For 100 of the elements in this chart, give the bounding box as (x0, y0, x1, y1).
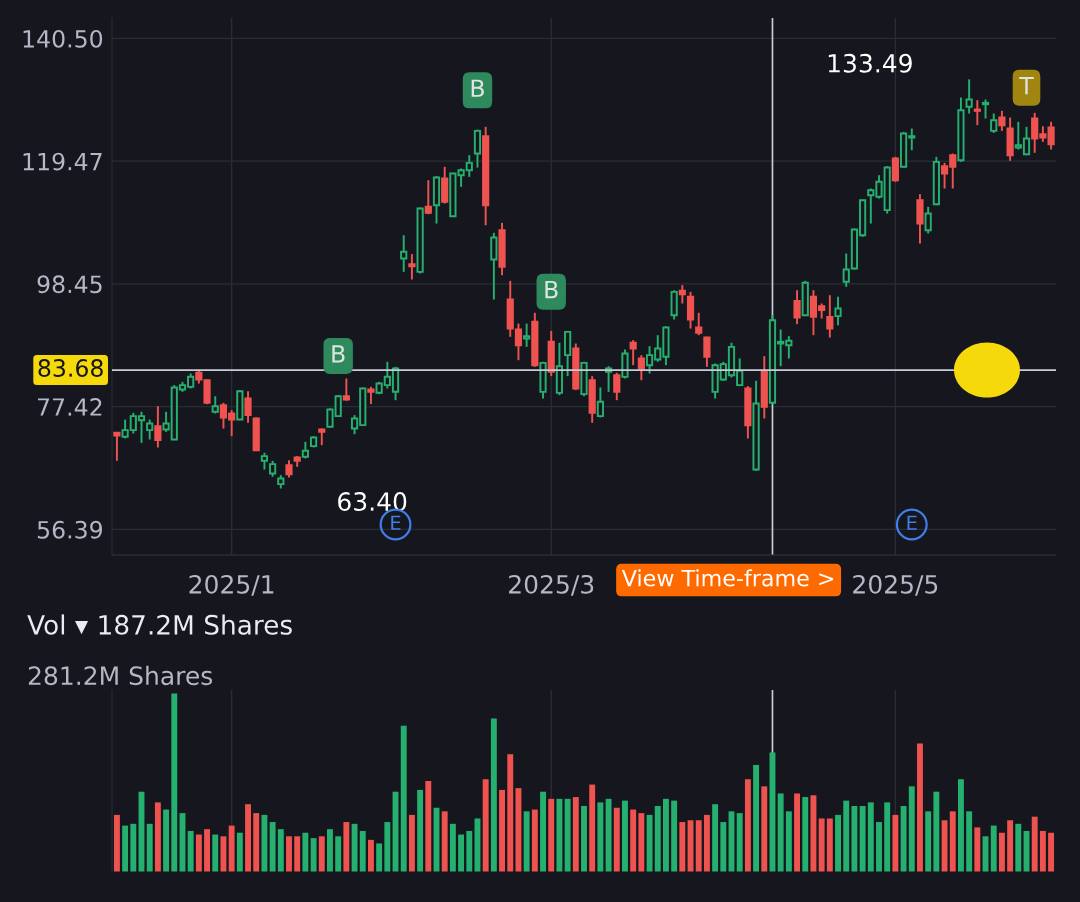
candlestick (981, 98, 990, 120)
chart-title: Vol ▾ 187.2M Shares (27, 614, 292, 635)
candlestick (113, 431, 121, 462)
bar (810, 795, 817, 872)
y-tick-label: 140.50 (23, 29, 103, 48)
bar (933, 791, 940, 872)
bar (851, 805, 858, 872)
bar (318, 836, 325, 872)
bar (482, 779, 489, 872)
bar (548, 798, 555, 872)
bar (622, 800, 628, 872)
bar (835, 814, 841, 872)
bar (367, 839, 374, 872)
bar (826, 818, 833, 872)
candlestick (990, 112, 998, 134)
bar (679, 822, 686, 872)
bar (1031, 816, 1038, 872)
candlestick (924, 205, 932, 235)
x-tick-label: 2025/5 (853, 574, 938, 596)
annotation: B (545, 280, 558, 299)
candlestick (596, 386, 604, 419)
bar (130, 823, 137, 872)
bar (499, 789, 506, 872)
annotation: 133.49 (828, 53, 912, 73)
bar (384, 822, 391, 872)
bar (359, 830, 366, 872)
y-tick-label: 77.42 (38, 398, 102, 416)
bar (671, 800, 678, 872)
bar (974, 827, 981, 872)
bar (564, 798, 571, 872)
x-tick-label: 2025/3 (509, 574, 594, 596)
bar (376, 843, 383, 872)
bar (802, 797, 809, 872)
bar (187, 830, 194, 872)
candlestick (703, 335, 711, 368)
candlestick (613, 371, 621, 402)
annotation: E (907, 515, 917, 530)
bar (408, 814, 415, 872)
bar (236, 832, 243, 872)
bar (1007, 820, 1014, 872)
candlestick (154, 405, 162, 449)
bar (867, 802, 874, 872)
bar (1015, 823, 1022, 872)
y-tick-label: 98.45 (37, 275, 102, 294)
candlestick (826, 294, 834, 339)
candlestick (793, 289, 801, 326)
bar (744, 779, 751, 872)
bar (146, 823, 153, 872)
bar (163, 809, 170, 872)
candlestick (670, 289, 678, 321)
candlestick (637, 354, 645, 382)
bar (1039, 830, 1046, 872)
candlestick (842, 252, 850, 288)
bar (556, 798, 563, 872)
candlestick (400, 234, 408, 273)
candlestick (695, 311, 703, 337)
bar (917, 743, 923, 872)
text: 281.2M Shares (28, 665, 213, 686)
bar (900, 805, 907, 872)
bar (605, 798, 612, 872)
bar (884, 802, 891, 872)
bar (286, 836, 292, 872)
bar (646, 814, 653, 872)
bar (212, 834, 219, 872)
bar (892, 814, 899, 872)
bar (204, 829, 211, 872)
bar (261, 814, 268, 872)
bar (630, 809, 637, 872)
y-tick-label: 119.47 (23, 152, 102, 171)
bar (703, 814, 710, 872)
bar (523, 811, 530, 872)
candlestick (244, 390, 252, 424)
annotation: B (471, 79, 484, 97)
bar (966, 811, 973, 872)
x-tick-label: 2025/1 (189, 574, 274, 596)
candlestick (514, 322, 523, 362)
bar (794, 793, 801, 872)
bar (818, 818, 825, 872)
bar (859, 805, 866, 872)
bar (417, 789, 424, 872)
bar (695, 820, 702, 872)
bar (712, 804, 719, 872)
bar (908, 786, 915, 872)
candlestick (564, 329, 572, 378)
bar (294, 836, 301, 872)
bar (449, 823, 456, 872)
candlestick (965, 78, 973, 115)
bar (876, 822, 882, 872)
bar (785, 811, 792, 872)
bar (310, 838, 317, 872)
candlestick (523, 322, 531, 348)
candlestick (998, 109, 1006, 132)
bar (343, 822, 350, 872)
bar (572, 797, 579, 872)
bar (425, 781, 432, 872)
bar (736, 813, 743, 872)
annotation: 63.40 (338, 492, 407, 511)
bar (925, 811, 932, 872)
candlestick (678, 284, 686, 305)
bar (154, 802, 161, 872)
